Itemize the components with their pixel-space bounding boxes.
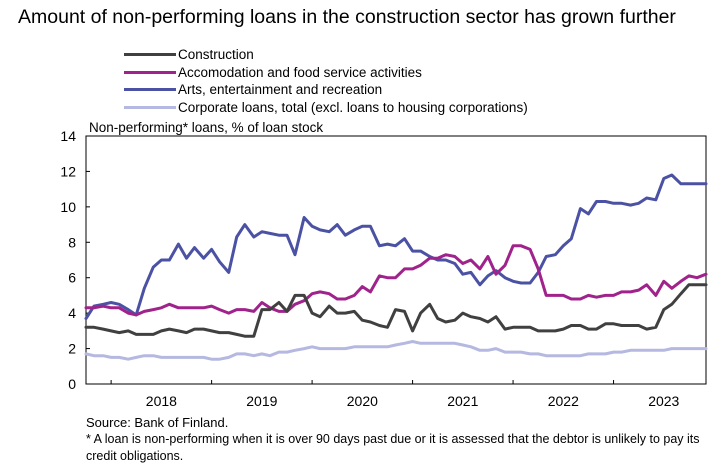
chart-footer: Source: Bank of Finland. * A loan is non…: [86, 414, 706, 464]
y-tick-label-10: 10: [60, 199, 76, 215]
source-note: Source: Bank of Finland.: [86, 415, 229, 430]
x-tick-label-2019: 2019: [246, 393, 277, 409]
legend-label: Construction: [178, 47, 254, 62]
x-tick-label-2021: 2021: [447, 393, 478, 409]
plot-frame: [85, 135, 707, 385]
series-line-construction: [84, 283, 708, 338]
footnote: * A loan is non-performing when it is ov…: [86, 432, 700, 463]
y-axis-label: Non-performing* loans, % of loan stock: [89, 120, 323, 135]
y-tick-label-14: 14: [60, 128, 76, 144]
legend-label: Corporate loans, total (excl. loans to h…: [178, 99, 528, 115]
legend-item: Corporate loans, total (excl. loans to h…: [124, 99, 528, 117]
legend-swatch: [124, 88, 176, 92]
y-tick-label-4: 4: [68, 305, 76, 321]
legend-swatch: [124, 53, 176, 57]
y-tick-label-6: 6: [68, 270, 76, 286]
legend-label: Accomodation and food service activities: [178, 64, 422, 80]
x-tick-label-2018: 2018: [146, 393, 177, 409]
legend-item: Arts, entertainment and recreation: [124, 81, 528, 99]
legend-label: Arts, entertainment and recreation: [178, 82, 383, 97]
series-line-corporate-loans-total-excl-loans-to-housing-corporations: [84, 340, 708, 361]
x-tick-label-2022: 2022: [548, 393, 579, 409]
legend: Construction Accomodation and food servic…: [124, 46, 528, 116]
chart-title: Amount of non-performing loans in the co…: [18, 6, 676, 28]
y-tick-label-0: 0: [68, 376, 76, 392]
x-tick-label-2020: 2020: [347, 393, 378, 409]
series-line-accomodation-and-food-service-activities: [84, 244, 708, 317]
legend-swatch: [124, 105, 176, 109]
legend-swatch: [124, 70, 176, 74]
legend-item: Construction: [124, 46, 528, 64]
legend-item: Accomodation and food service activities: [124, 64, 528, 82]
y-tick-label-12: 12: [60, 163, 76, 179]
x-tick-label-2023: 2023: [648, 393, 679, 409]
y-tick-label-2: 2: [68, 341, 76, 357]
series-line-arts-entertainment-and-recreation: [84, 173, 708, 320]
y-tick-label-8: 8: [68, 234, 76, 250]
